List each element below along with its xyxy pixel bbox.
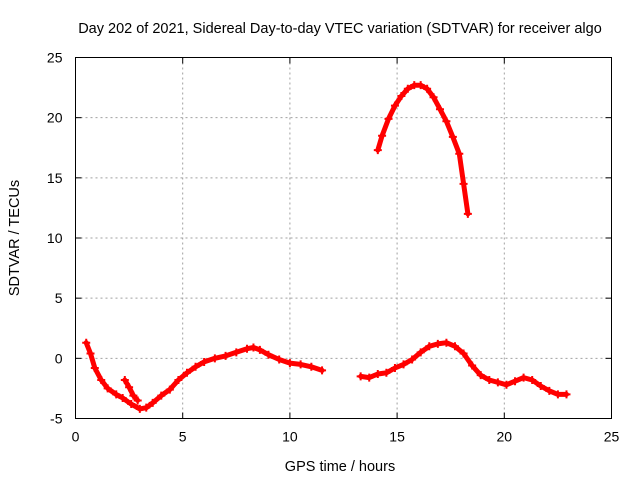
data-point [459, 349, 468, 358]
data-point [442, 338, 451, 347]
data-point [384, 114, 393, 123]
data-point [249, 343, 258, 352]
data-point [365, 373, 374, 382]
data-point [135, 404, 144, 413]
data-point [174, 375, 183, 384]
data-point [296, 360, 305, 369]
data-point [82, 338, 91, 347]
data-point [112, 390, 121, 399]
y-tick-label: -5 [50, 411, 63, 427]
data-series [373, 81, 472, 218]
data-point [97, 375, 106, 384]
data-point [476, 371, 485, 380]
data-point [459, 179, 468, 188]
data-point [399, 360, 408, 369]
data-point [416, 81, 425, 90]
data-point [90, 363, 99, 372]
data-point [182, 368, 191, 377]
data-point [120, 375, 129, 384]
x-tick-label: 20 [497, 429, 513, 445]
y-tick-label: 15 [47, 170, 63, 186]
y-axis-label: SDTVAR / TECUs [7, 180, 23, 296]
data-point [468, 361, 477, 370]
data-point [511, 377, 520, 386]
data-series [120, 375, 142, 405]
data-point [318, 366, 327, 375]
data-point [221, 351, 230, 360]
data-point [157, 391, 166, 400]
tick-layer: 0 5 10 15 20 25 -5 0 5 10 15 20 25 [47, 50, 620, 445]
data-point [435, 105, 444, 114]
data-point [127, 400, 136, 409]
x-axis-label: GPS time / hours [285, 459, 395, 475]
series-layer [82, 81, 571, 413]
data-point [519, 373, 528, 382]
data-point [133, 396, 142, 405]
data-point [148, 398, 157, 407]
data-point [553, 390, 562, 399]
y-tick-label: 0 [55, 350, 63, 366]
data-point [255, 345, 264, 354]
x-tick-label: 0 [72, 429, 80, 445]
data-point [433, 339, 442, 348]
data-point [528, 375, 537, 384]
x-tick-label: 10 [282, 429, 298, 445]
data-point [416, 348, 425, 357]
data-point [442, 117, 451, 126]
data-point [373, 146, 382, 155]
data-point [200, 357, 209, 366]
data-point [562, 390, 571, 399]
series-trace [122, 377, 141, 403]
y-tick-label: 10 [47, 230, 63, 246]
data-point [243, 344, 252, 353]
x-tick-label: 5 [179, 429, 187, 445]
data-point [455, 149, 464, 158]
data-point [390, 363, 399, 372]
data-point [210, 354, 219, 363]
data-point [373, 369, 382, 378]
data-point [86, 349, 95, 358]
data-point [275, 355, 284, 364]
grid-layer [75, 57, 612, 419]
series-trace [375, 82, 471, 217]
data-point [264, 350, 273, 359]
data-point [378, 131, 387, 140]
data-point [425, 342, 434, 351]
data-point [285, 359, 294, 368]
data-point [103, 384, 112, 393]
data-point [463, 209, 472, 218]
y-tick-label: 5 [55, 290, 63, 306]
data-point [382, 368, 391, 377]
data-point [493, 378, 502, 387]
y-tick-label: 20 [47, 110, 63, 126]
data-point [125, 383, 134, 392]
data-point [232, 348, 241, 357]
x-tick-label: 15 [389, 429, 405, 445]
data-point [118, 394, 127, 403]
data-series [82, 338, 327, 413]
data-point [165, 385, 174, 394]
data-point [356, 372, 365, 381]
data-point [545, 386, 554, 395]
data-point [142, 403, 151, 412]
data-point [536, 382, 545, 391]
data-point [429, 93, 438, 102]
data-point [423, 84, 432, 93]
data-point [129, 391, 138, 400]
data-series [356, 338, 571, 399]
data-point [397, 92, 406, 101]
x-tick-label: 25 [604, 429, 620, 445]
data-point [403, 84, 412, 93]
data-point [408, 355, 417, 364]
data-point [485, 375, 494, 384]
y-tick-label: 25 [47, 50, 63, 66]
data-point [307, 362, 316, 371]
data-point [502, 380, 511, 389]
data-point [448, 132, 457, 141]
data-point [191, 362, 200, 371]
data-point [450, 342, 459, 351]
data-point [390, 101, 399, 110]
chart-title: Day 202 of 2021, Sidereal Day-to-day VTE… [78, 21, 602, 37]
